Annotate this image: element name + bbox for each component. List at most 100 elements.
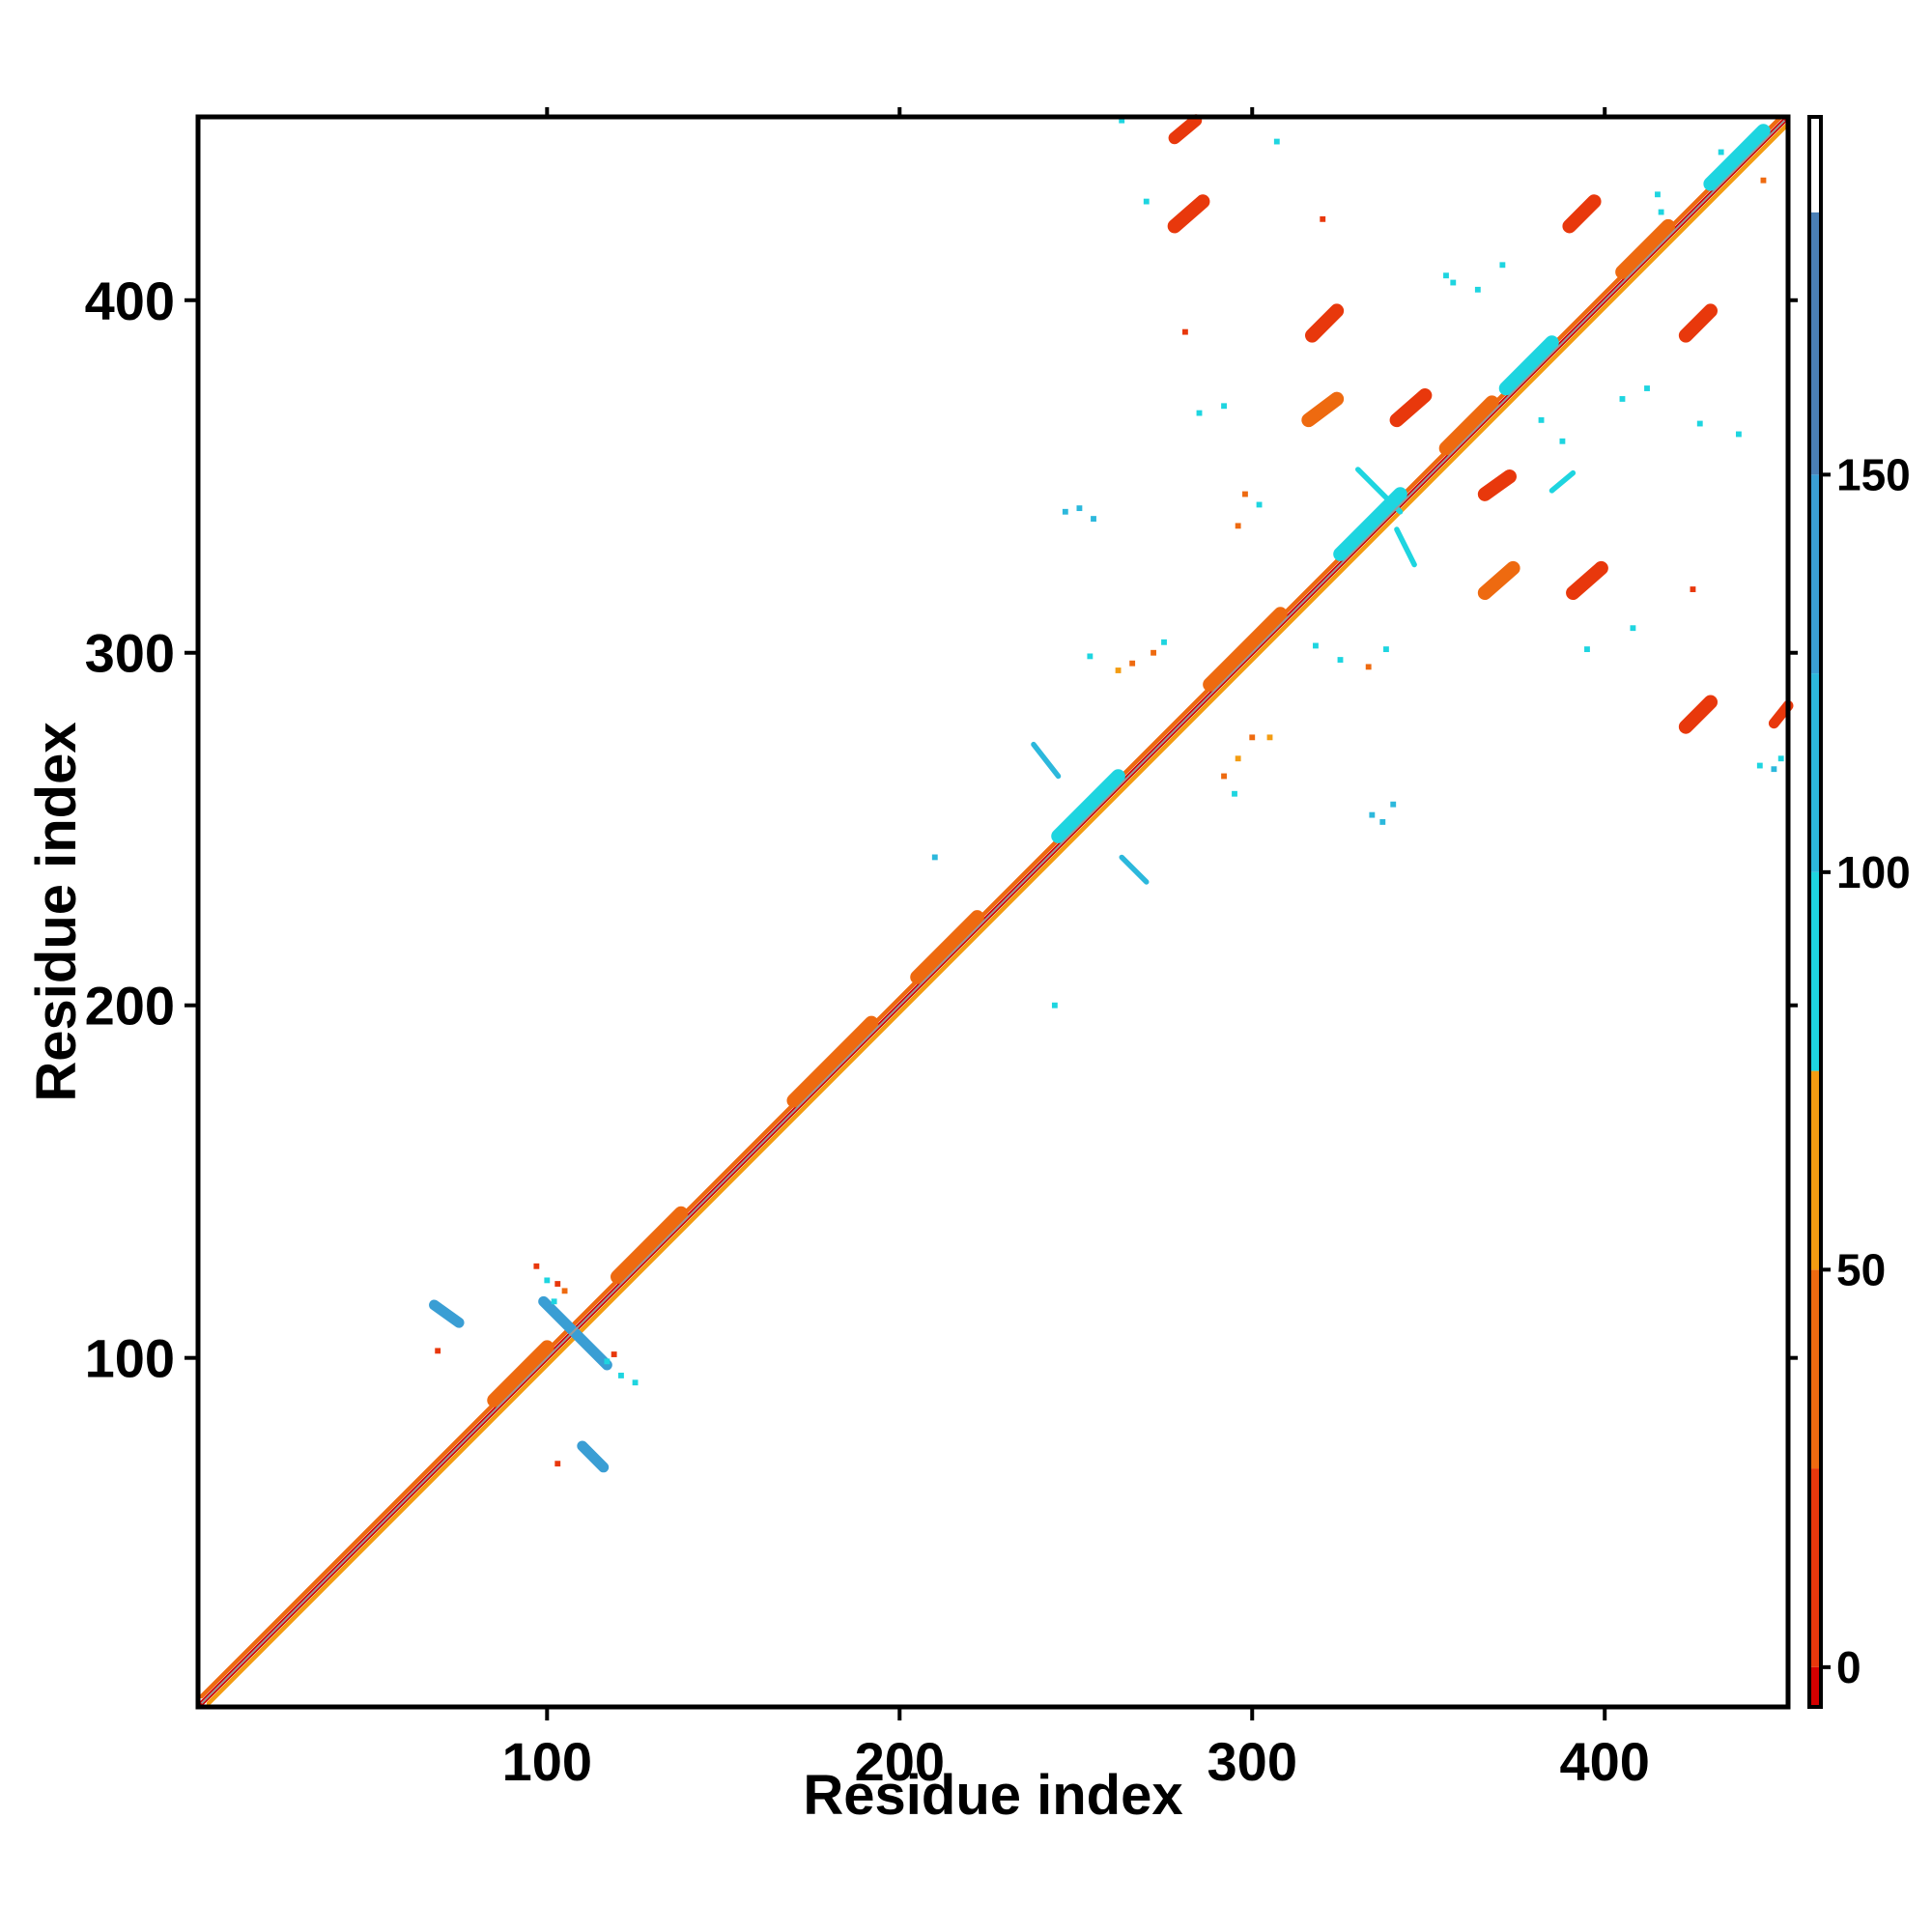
x-tick-label-100: 100: [502, 1731, 592, 1792]
colorbar-frame: [1807, 115, 1823, 1709]
contact-band-11: [1498, 335, 1559, 396]
contact-point-34: [1644, 385, 1650, 391]
contact-band-2: [206, 122, 1791, 1706]
contact-point-50: [554, 1281, 561, 1287]
contact-point-51: [561, 1288, 568, 1294]
plot-frame: [195, 114, 1791, 1710]
colorbar-level-2: [1809, 1269, 1821, 1469]
contact-band-31: [1119, 854, 1150, 885]
contact-point-24: [1383, 646, 1389, 653]
contact-point-47: [1630, 625, 1636, 632]
contact-band-33: [1394, 526, 1417, 568]
contact-band-21: [1678, 303, 1719, 343]
contact-point-49: [544, 1277, 551, 1284]
y-axis-title: Residue index: [25, 722, 88, 1101]
contact-point-23: [1365, 664, 1372, 670]
contact-point-56: [611, 1351, 617, 1357]
contact-point-11: [1087, 653, 1094, 660]
contact-point-0: [1196, 410, 1203, 416]
contact-band-29: [1548, 469, 1577, 494]
contact-point-55: [632, 1379, 639, 1386]
contact-point-52: [551, 1298, 557, 1305]
contact-point-43: [1764, 128, 1771, 134]
contact-band-3: [487, 1340, 554, 1407]
contact-band-4: [611, 1206, 689, 1285]
colorbar: 0 50 100 150: [1807, 115, 1911, 1709]
y-tick-label-400: 400: [85, 270, 175, 331]
colorbar-level-6: [1809, 474, 1821, 674]
contact-band-13: [1703, 124, 1771, 191]
x-tick-label-200: 200: [855, 1731, 945, 1792]
contact-band-7: [1051, 769, 1125, 843]
colorbar-tick-label-50: 50: [1836, 1244, 1886, 1294]
contact-point-45: [1690, 586, 1696, 592]
contact-band-25: [1477, 560, 1520, 601]
y-tick-label-200: 200: [85, 976, 175, 1037]
y-tick-label-100: 100: [85, 1328, 175, 1389]
contact-point-4: [1256, 501, 1263, 508]
contact-point-63: [1273, 138, 1280, 145]
colorbar-level-3: [1809, 1070, 1821, 1270]
contact-point-60: [1051, 1002, 1058, 1009]
contact-band-8: [1203, 607, 1288, 692]
contact-point-6: [1076, 505, 1083, 512]
contact-point-44: [1718, 149, 1724, 156]
contact-point-61: [1181, 328, 1188, 335]
contact-point-32: [1524, 367, 1530, 374]
contact-point-31: [1531, 354, 1538, 360]
colorbar-level-8: [1809, 117, 1821, 213]
contact-point-18: [1369, 811, 1376, 818]
contact-point-14: [1235, 755, 1241, 762]
contact-band-19: [1562, 194, 1602, 234]
contact-point-30: [1559, 438, 1566, 444]
contact-point-54: [618, 1373, 624, 1378]
contact-point-53: [604, 1358, 611, 1365]
contact-point-26: [1450, 279, 1457, 286]
x-tick-label-400: 400: [1559, 1731, 1649, 1792]
heatmap-cells: [199, 114, 1794, 1706]
contact-band-5: [786, 1015, 879, 1108]
contact-band-20: [1304, 303, 1345, 343]
contact-band-23: [1389, 388, 1433, 428]
contact-point-48: [533, 1263, 540, 1269]
contact-point-62: [1320, 215, 1326, 222]
contact-point-29: [1538, 416, 1545, 423]
contact-point-41: [1655, 191, 1661, 198]
contact-point-28: [1499, 262, 1506, 269]
contact-point-13: [1221, 773, 1227, 780]
y-tick-label-300: 300: [85, 623, 175, 684]
colorbar-tick-label-150: 150: [1836, 449, 1911, 499]
contact-point-2: [1242, 491, 1248, 497]
contact-point-21: [1313, 642, 1319, 649]
contact-point-10: [1161, 639, 1167, 645]
contact-point-22: [1337, 657, 1344, 663]
contact-point-35: [1696, 420, 1703, 427]
contact-band-14: [538, 1295, 612, 1371]
diagonal-core: [200, 119, 1786, 1705]
contact-band-15: [429, 1299, 465, 1328]
contact-point-40: [1658, 209, 1664, 215]
contact-band-10: [1438, 395, 1499, 456]
contact-point-37: [1756, 762, 1763, 769]
contact-point-39: [1771, 766, 1777, 773]
contact-point-7: [1091, 516, 1096, 522]
contact-point-64: [1143, 198, 1150, 205]
colorbar-tick-label-0: 0: [1836, 1642, 1861, 1692]
colorbar-level-4: [1809, 871, 1821, 1071]
contact-point-1: [1221, 403, 1227, 410]
contact-point-16: [1266, 734, 1273, 741]
contact-point-9: [1151, 649, 1156, 656]
contact-point-38: [1777, 755, 1784, 762]
contact-point-57: [435, 1348, 441, 1354]
contact-point-65: [1119, 117, 1125, 124]
contact-point-25: [1443, 272, 1449, 279]
contact-point-36: [1735, 431, 1742, 438]
contact-band-18: [1167, 194, 1210, 234]
colorbar-tick-label-100: 100: [1836, 847, 1911, 897]
contact-band-32: [1355, 467, 1404, 515]
x-tick-label-300: 300: [1208, 1731, 1297, 1792]
contact-band-30: [1031, 741, 1062, 780]
contact-band-26: [1566, 560, 1608, 601]
contact-point-15: [1249, 734, 1256, 741]
